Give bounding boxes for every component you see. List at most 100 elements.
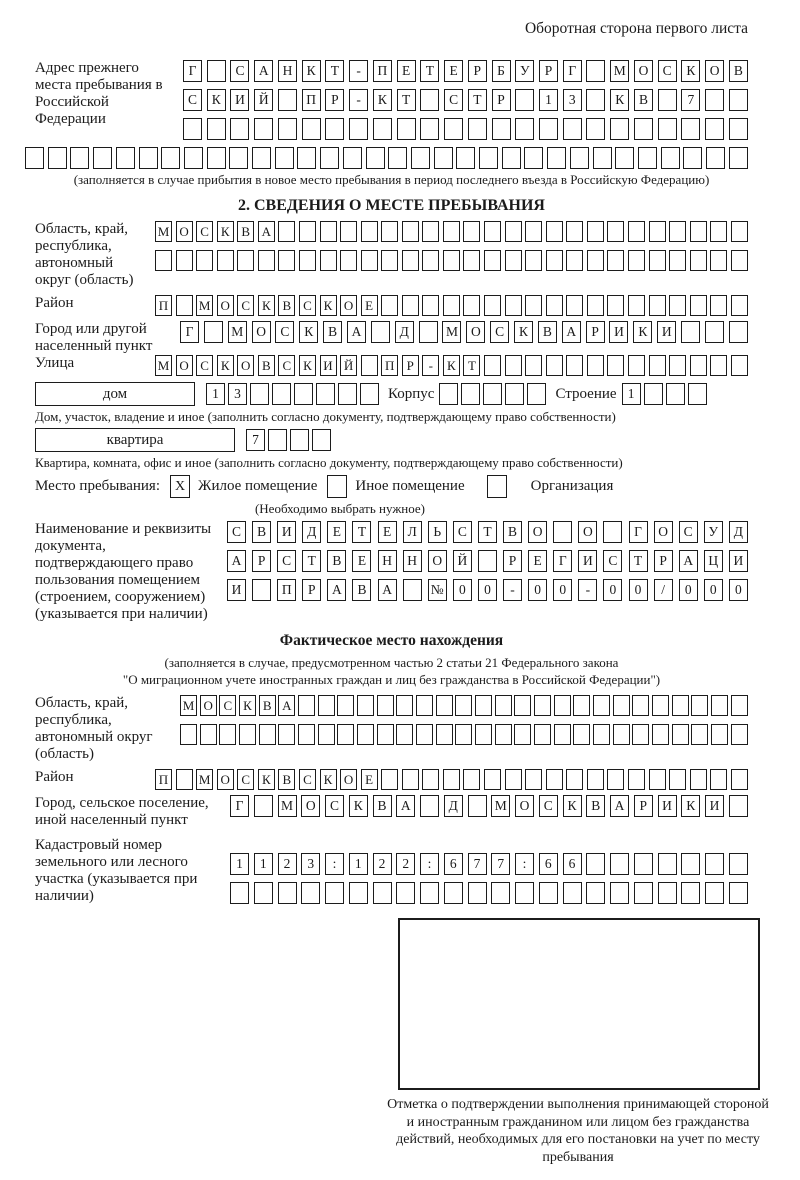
char-box[interactable]: С (325, 795, 344, 817)
char-box[interactable] (705, 853, 724, 875)
char-box[interactable] (435, 724, 453, 745)
char-box[interactable]: В (252, 521, 272, 543)
char-box[interactable] (376, 724, 394, 745)
char-box[interactable]: О (578, 521, 598, 543)
char-box[interactable] (573, 724, 591, 745)
char-box[interactable] (250, 383, 269, 405)
char-box[interactable] (416, 724, 434, 745)
char-box[interactable] (607, 769, 625, 790)
char-box[interactable]: С (278, 355, 296, 376)
char-box[interactable] (396, 695, 414, 716)
char-box[interactable] (298, 695, 316, 716)
char-box[interactable]: К (319, 769, 337, 790)
char-box[interactable] (514, 695, 532, 716)
char-box[interactable] (277, 89, 297, 111)
char-box[interactable]: А (610, 795, 629, 817)
char-box[interactable]: О (340, 769, 358, 790)
char-box[interactable] (728, 882, 748, 904)
char-box[interactable]: Г (183, 60, 202, 82)
char-box[interactable] (278, 250, 296, 271)
char-box[interactable] (657, 118, 677, 140)
char-box[interactable]: К (301, 60, 321, 82)
char-box[interactable] (689, 250, 707, 271)
char-box[interactable]: К (257, 769, 275, 790)
char-box[interactable]: И (578, 550, 598, 572)
char-box[interactable]: Й (340, 355, 358, 376)
char-box[interactable] (566, 355, 584, 376)
char-box[interactable]: 0 (603, 579, 623, 601)
char-box[interactable] (161, 147, 181, 169)
char-box[interactable] (527, 383, 547, 405)
char-box[interactable] (730, 695, 748, 716)
char-box[interactable] (494, 724, 512, 745)
char-box[interactable] (607, 250, 625, 271)
char-box[interactable] (730, 221, 748, 242)
char-box[interactable] (501, 147, 521, 169)
char-box[interactable]: И (657, 795, 677, 817)
char-box[interactable] (586, 882, 606, 904)
char-box[interactable]: В (257, 355, 275, 376)
char-box[interactable] (711, 695, 729, 716)
char-box[interactable]: Т (628, 550, 648, 572)
char-box[interactable]: 2 (277, 853, 297, 875)
char-box[interactable]: Е (352, 550, 372, 572)
char-box[interactable]: Е (377, 521, 397, 543)
char-box[interactable] (455, 695, 473, 716)
char-box[interactable]: 3 (562, 89, 582, 111)
char-box[interactable] (319, 221, 337, 242)
char-box[interactable] (648, 355, 666, 376)
char-box[interactable] (730, 295, 748, 316)
char-box[interactable] (710, 250, 728, 271)
char-box[interactable] (491, 118, 511, 140)
char-box[interactable]: - (503, 579, 523, 601)
char-box[interactable]: Р (653, 550, 673, 572)
char-box[interactable] (545, 295, 563, 316)
char-box[interactable] (534, 724, 552, 745)
char-box[interactable] (422, 250, 440, 271)
char-box[interactable]: М (155, 221, 172, 242)
char-box[interactable]: Т (420, 60, 440, 82)
char-box[interactable] (669, 221, 687, 242)
char-box[interactable]: С (183, 89, 202, 111)
char-box[interactable]: Р (252, 550, 272, 572)
char-box[interactable] (691, 695, 709, 716)
char-box[interactable]: Е (528, 550, 548, 572)
char-box[interactable] (607, 355, 625, 376)
dom-wide-box[interactable]: дом (35, 382, 195, 406)
char-box[interactable] (612, 695, 630, 716)
char-box[interactable] (525, 221, 543, 242)
char-box[interactable] (610, 118, 630, 140)
char-box[interactable] (689, 295, 707, 316)
char-box[interactable]: А (678, 550, 698, 572)
char-box[interactable] (420, 795, 439, 817)
char-box[interactable]: С (277, 550, 297, 572)
char-box[interactable]: М (610, 60, 630, 82)
char-box[interactable] (603, 521, 623, 543)
char-box[interactable] (294, 383, 313, 405)
char-box[interactable] (504, 295, 522, 316)
char-box[interactable] (705, 882, 724, 904)
char-box[interactable] (728, 321, 748, 343)
char-box[interactable]: П (277, 579, 297, 601)
char-box[interactable] (637, 147, 657, 169)
char-box[interactable]: Р (325, 89, 345, 111)
char-box[interactable] (648, 250, 666, 271)
char-box[interactable] (484, 769, 501, 790)
char-box[interactable]: 1 (348, 853, 368, 875)
char-box[interactable] (547, 147, 567, 169)
char-box[interactable] (669, 769, 687, 790)
char-box[interactable] (216, 250, 234, 271)
char-box[interactable] (258, 724, 276, 745)
char-box[interactable] (525, 769, 543, 790)
char-box[interactable] (525, 295, 543, 316)
char-box[interactable] (525, 355, 543, 376)
char-box[interactable] (627, 250, 645, 271)
char-box[interactable] (705, 118, 725, 140)
char-box[interactable]: 6 (443, 853, 463, 875)
char-box[interactable] (643, 383, 663, 405)
char-box[interactable] (442, 221, 460, 242)
char-box[interactable] (410, 147, 430, 169)
char-box[interactable] (681, 321, 701, 343)
char-box[interactable] (183, 118, 202, 140)
char-box[interactable]: Т (396, 89, 416, 111)
